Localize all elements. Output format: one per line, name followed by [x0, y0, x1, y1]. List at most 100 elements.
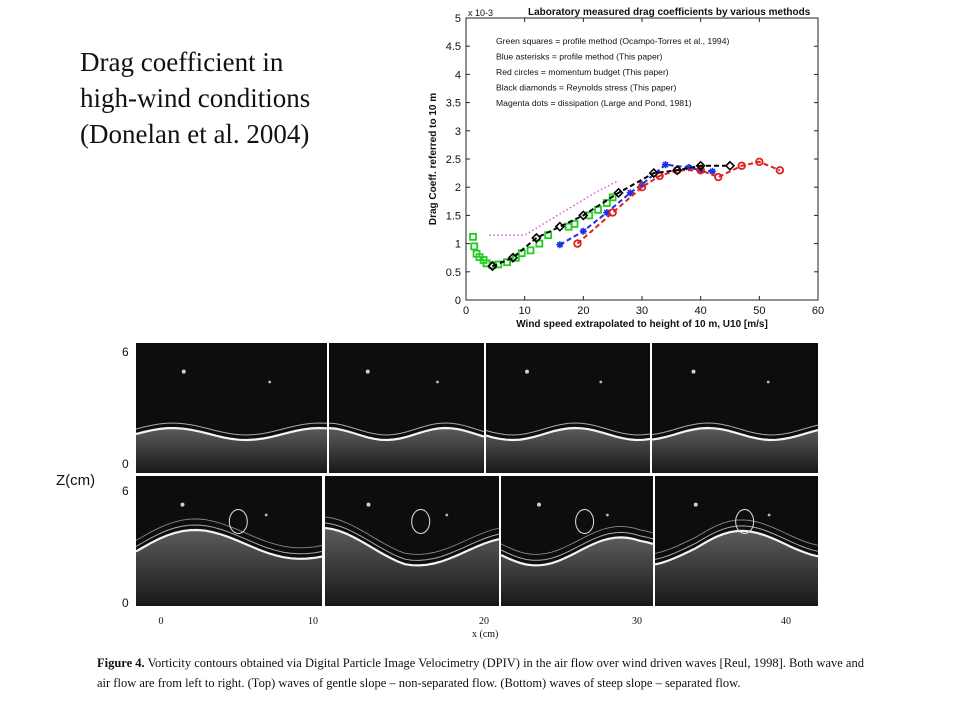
speckle: [445, 513, 449, 517]
dpiv-panel: [654, 476, 819, 606]
data-point-black-diamond: [487, 261, 498, 272]
x-tick-20: 20: [479, 616, 489, 627]
data-point-red-circle: [775, 166, 785, 175]
data-point-black-diamond: [578, 210, 589, 221]
chart-x-tick-label: 40: [695, 305, 707, 317]
chart-x-tick-label: 20: [577, 305, 589, 317]
chart-title: Laboratory measured drag coefficients by…: [528, 7, 811, 18]
legend-entry: Green squares = profile method (Ocampo-T…: [496, 36, 729, 46]
speckle: [365, 369, 370, 374]
chart-y-tick-label: 4.5: [446, 41, 461, 53]
data-point-green-square: [570, 219, 579, 228]
vorticity-contour: [654, 519, 819, 554]
data-point-blue-asterisk: [708, 167, 716, 175]
dpiv-panel: [135, 476, 323, 606]
speckle: [180, 502, 185, 507]
vorticity-contour: [500, 531, 654, 561]
speckle: [691, 369, 696, 374]
speckle: [767, 513, 771, 517]
bottom-row-tick-6: 6: [122, 484, 129, 498]
chart-y-tick-label: 5: [455, 13, 461, 25]
data-point-black-diamond: [531, 232, 542, 244]
vorticity-contour: [411, 509, 431, 534]
data-point-green-square: [526, 246, 535, 255]
x-tick-40: 40: [781, 616, 791, 627]
x-tick-0: 0: [158, 616, 164, 627]
data-point-red-circle: [696, 166, 705, 175]
chart-x-tick-label: 30: [636, 305, 648, 317]
drag-coefficient-chart: 0 10 20 30 40 50 60 0 0.5 1 1.5 2 2.5 3 3.5 4 4.5 5 Labora…: [420, 0, 840, 335]
data-point-black-diamond: [648, 167, 659, 179]
data-point-red-circle: [737, 161, 746, 170]
data-point-blue-asterisk: [626, 189, 634, 197]
chart-x-tick-label: 60: [812, 305, 824, 317]
data-point-red-circle: [755, 157, 764, 167]
slide-title-line-1: Drag coefficient in: [80, 47, 284, 77]
chart-y-tick-label: 2.5: [446, 154, 461, 166]
vorticity-contour: [135, 422, 328, 436]
data-point-green-square: [469, 232, 477, 241]
data-point-black-diamond: [507, 252, 519, 263]
top-row-tick-0: 0: [122, 457, 129, 471]
data-point-black-diamond: [554, 221, 565, 232]
speckle: [693, 502, 698, 507]
data-point-red-circle: [637, 182, 647, 192]
chart-y-tick-label: 4: [455, 69, 461, 81]
water-surface: [329, 428, 484, 473]
chart-y-tick-label: 1: [455, 239, 461, 251]
speckle: [599, 380, 603, 384]
chart-x-tick-label: 10: [519, 305, 531, 317]
chart-x-tick-label: 50: [753, 305, 765, 317]
chart-y-tick-label: 1.5: [446, 210, 461, 222]
vorticity-contour: [575, 509, 595, 534]
vorticity-contour: [500, 525, 654, 555]
vorticity-contour: [328, 426, 485, 442]
vorticity-contour: [324, 522, 500, 561]
vorticity-contour: [735, 509, 755, 534]
data-point-blue-asterisk: [685, 163, 693, 171]
speckle: [436, 380, 439, 384]
speckle: [181, 369, 186, 374]
data-point-black-diamond: [613, 187, 624, 198]
figure-caption: Figure 4. Vorticity contours obtained vi…: [97, 653, 867, 693]
dpiv-panel: [135, 343, 328, 473]
x-tick-10: 10: [308, 616, 318, 627]
data-point-black-diamond: [695, 160, 706, 171]
slide-title-line-3: (Donelan et al. 2004): [80, 119, 310, 149]
z-axis-label: Z(cm): [56, 472, 96, 489]
water-surface: [136, 428, 327, 473]
vorticity-contour: [500, 536, 654, 567]
data-point-blue-asterisk: [661, 161, 669, 169]
vorticity-contour: [324, 526, 500, 567]
dpiv-panel: [485, 343, 651, 473]
speckle: [766, 380, 770, 384]
top-row-tick-6: 6: [122, 345, 129, 359]
chart-x-axis-label: Wind speed extrapolated to height of 10 …: [516, 319, 768, 330]
vorticity-contour: [485, 426, 651, 442]
speckle: [366, 502, 371, 507]
dpiv-panel: [328, 343, 485, 473]
data-point-green-square: [470, 242, 479, 251]
vorticity-contour: [651, 426, 819, 442]
slide-title: Drag coefficient in high-wind conditions…: [80, 44, 380, 152]
caption-text: Vorticity contours obtained via Digital …: [97, 656, 864, 690]
bottom-row-tick-0: 0: [122, 596, 129, 610]
y-exponent-label: x 10-3: [468, 8, 493, 18]
water-surface: [655, 530, 818, 606]
chart-y-tick-label: 3.5: [446, 98, 461, 110]
x-axis-label: x (cm): [472, 629, 499, 640]
vorticity-contour: [324, 516, 500, 555]
legend-entry: Magenta dots = dissipation (Large and Po…: [496, 98, 692, 108]
vorticity-contour: [654, 529, 819, 566]
dpiv-panel: [500, 476, 654, 606]
data-point-blue-asterisk: [579, 227, 587, 235]
data-point-green-square: [535, 239, 544, 248]
chart-y-tick-label: 0: [455, 295, 461, 307]
vorticity-contour: [135, 518, 323, 549]
speckle: [606, 513, 609, 517]
dpiv-panel: [651, 343, 819, 473]
legend-entry: Blue asterisks = profile method (This pa…: [496, 52, 663, 62]
slide-title-line-2: high-wind conditions: [80, 83, 311, 113]
chart-y-tick-label: 0.5: [446, 267, 461, 279]
chart-y-tick-label: 3: [455, 126, 461, 138]
